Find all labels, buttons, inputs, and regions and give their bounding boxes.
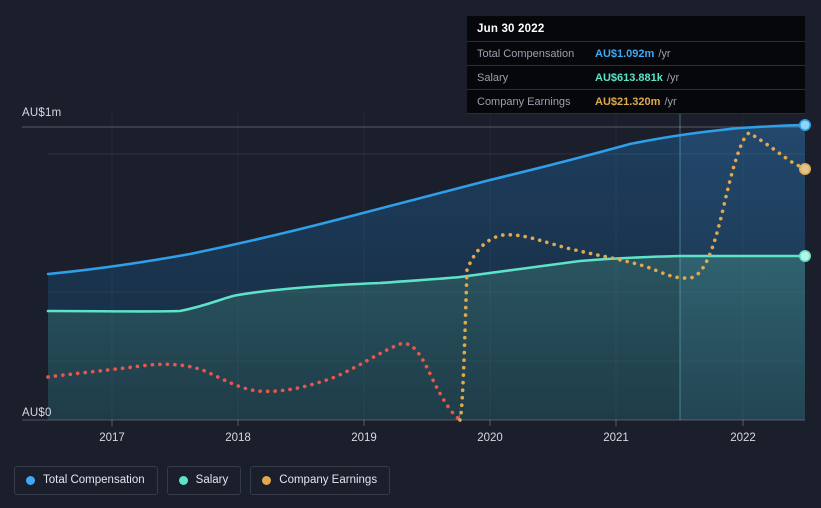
legend-dot-icon-total-compensation — [26, 476, 35, 485]
tooltip-label-total-compensation: Total Compensation — [477, 47, 575, 60]
tooltip-unit-salary: /yr — [666, 71, 680, 84]
tooltip-label-salary: Salary — [477, 71, 509, 84]
legend-dot-icon-company-earnings — [262, 476, 272, 485]
x-axis-label-2020: 2020 — [477, 432, 503, 444]
salary-area — [48, 255, 805, 420]
company-earnings-line-negative — [46, 341, 460, 423]
company-earnings-endpoint — [798, 163, 811, 176]
legend-label-total-compensation: Total Compensation — [43, 474, 145, 486]
series-endpoint-markers — [798, 119, 811, 263]
total-compensation-line — [46, 123, 807, 276]
salary-line — [46, 254, 807, 313]
tooltip-label-company-earnings: Company Earnings — [477, 95, 571, 108]
tooltip-value-total-compensation: AU$1.092m — [595, 47, 655, 60]
compensation-chart[interactable]: AU$1m AU$0 2017 2018 2019 2020 2021 2022 — [0, 0, 821, 444]
tooltip-value-company-earnings: AU$21.320m — [595, 95, 661, 108]
legend-dot-icon-salary — [178, 476, 188, 485]
x-axis-label-2018: 2018 — [225, 432, 251, 444]
tooltip-date: Jun 30 2022 — [477, 23, 545, 35]
tooltip-value-salary: AU$613.881k — [595, 71, 663, 84]
legend-item-total-compensation[interactable]: Total Compensation — [14, 466, 158, 495]
tooltip-row-company-earnings: Company Earnings AU$21.320m /yr — [467, 89, 805, 114]
legend-label-company-earnings: Company Earnings — [279, 474, 378, 486]
y-axis-label-bottom: AU$0 — [22, 407, 52, 419]
horizontal-gridlines — [22, 126, 805, 421]
tooltip-row-total-compensation: Total Compensation AU$1.092m /yr — [467, 41, 805, 65]
vertical-gridlines — [111, 110, 744, 420]
tooltip-unit-total-compensation: /yr — [658, 47, 671, 60]
legend-item-company-earnings[interactable]: Company Earnings — [250, 466, 391, 495]
x-axis-label-2021: 2021 — [603, 432, 629, 444]
chart-legend: Total Compensation Salary Company Earnin… — [14, 466, 391, 495]
tooltip-unit-company-earnings: /yr — [664, 95, 677, 108]
company-earnings-line-positive — [458, 130, 807, 422]
y-axis-label-top: AU$1m — [22, 107, 62, 119]
salary-endpoint — [798, 250, 811, 263]
x-axis-label-2017: 2017 — [99, 432, 125, 444]
tooltip-row-salary: Salary AU$613.881k /yr — [467, 65, 805, 89]
x-axis-label-2019: 2019 — [351, 432, 377, 444]
chart-plot-svg — [22, 110, 811, 426]
legend-label-salary: Salary — [195, 474, 229, 486]
legend-item-salary[interactable]: Salary — [166, 466, 242, 495]
x-axis-label-2022: 2022 — [730, 432, 756, 444]
x-axis-ticks — [111, 420, 744, 426]
chart-tooltip: Jun 30 2022 Total Compensation AU$1.092m… — [467, 16, 805, 114]
total-compensation-endpoint — [798, 119, 811, 132]
